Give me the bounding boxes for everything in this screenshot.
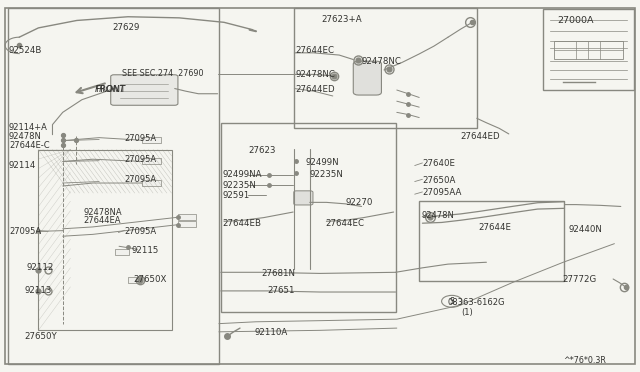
Bar — [221, 123, 396, 312]
Text: 27651: 27651 — [268, 286, 295, 295]
Text: (1): (1) — [461, 308, 472, 317]
Text: 92499NA: 92499NA — [223, 170, 262, 179]
Bar — [178, 221, 196, 227]
Text: 27644EC: 27644EC — [296, 46, 335, 55]
Text: 27644E-C: 27644E-C — [9, 141, 49, 150]
Text: 92112: 92112 — [27, 263, 54, 272]
Text: 08363-6162G: 08363-6162G — [448, 298, 506, 307]
Bar — [178, 214, 196, 220]
Bar — [115, 249, 129, 255]
Text: 27644ED: 27644ED — [296, 85, 335, 94]
Text: 92235N: 92235N — [223, 181, 257, 190]
Bar — [142, 137, 161, 143]
Text: 92478NC: 92478NC — [362, 57, 401, 65]
Text: 92113: 92113 — [24, 286, 52, 295]
Text: 27650X: 27650X — [133, 275, 166, 284]
Text: 27644EB: 27644EB — [223, 219, 262, 228]
FancyBboxPatch shape — [294, 191, 313, 205]
Text: 27650A: 27650A — [422, 176, 456, 185]
Text: ^*76*0.3R: ^*76*0.3R — [563, 356, 606, 365]
Text: 27623: 27623 — [248, 146, 276, 155]
Text: 27644EA: 27644EA — [83, 217, 121, 225]
Bar — [142, 180, 161, 186]
Text: 92114+A: 92114+A — [9, 123, 48, 132]
Text: 27095A: 27095A — [125, 175, 157, 184]
Bar — [142, 158, 161, 164]
FancyBboxPatch shape — [111, 75, 178, 105]
Text: 92478N: 92478N — [9, 132, 42, 141]
Text: 27095AA: 27095AA — [422, 188, 462, 197]
Text: 27640E: 27640E — [422, 159, 456, 168]
Text: 92440N: 92440N — [568, 225, 602, 234]
Text: 27772G: 27772G — [562, 275, 596, 284]
Text: 92115: 92115 — [131, 246, 159, 255]
Text: 92478N: 92478N — [421, 211, 454, 220]
Bar — [419, 201, 564, 281]
Bar — [8, 8, 219, 364]
Text: 27095A: 27095A — [9, 227, 41, 236]
Bar — [554, 41, 623, 59]
Text: 27623+A: 27623+A — [321, 15, 362, 24]
Text: 27644ED: 27644ED — [461, 132, 500, 141]
Text: 27095A: 27095A — [125, 227, 157, 236]
Text: FRONT: FRONT — [95, 85, 125, 94]
Text: S: S — [449, 297, 454, 306]
Text: 27000A: 27000A — [557, 16, 593, 25]
Text: 92114: 92114 — [9, 161, 36, 170]
Text: 92110A: 92110A — [255, 328, 288, 337]
Bar — [128, 277, 141, 283]
Text: 27629: 27629 — [112, 23, 140, 32]
Text: 92591: 92591 — [223, 191, 250, 200]
Text: FRONT: FRONT — [95, 85, 125, 94]
Text: 27095A: 27095A — [125, 155, 157, 164]
Text: 92270: 92270 — [346, 198, 373, 207]
Text: 92478NA: 92478NA — [83, 208, 122, 217]
FancyBboxPatch shape — [353, 61, 381, 95]
Bar — [38, 150, 172, 330]
Text: 92524B: 92524B — [8, 46, 42, 55]
Text: 27650Y: 27650Y — [24, 332, 57, 341]
Bar — [543, 9, 634, 90]
Text: 92235N: 92235N — [310, 170, 344, 179]
Text: 27644EC: 27644EC — [325, 219, 364, 228]
Text: 27095A: 27095A — [125, 134, 157, 143]
Text: 27644E: 27644E — [479, 223, 512, 232]
Text: 92478NC: 92478NC — [296, 70, 335, 79]
Text: 92499N: 92499N — [306, 158, 340, 167]
Text: 27681N: 27681N — [261, 269, 295, 278]
Text: SEE SEC.274  27690: SEE SEC.274 27690 — [122, 69, 203, 78]
Bar — [294, 8, 477, 128]
